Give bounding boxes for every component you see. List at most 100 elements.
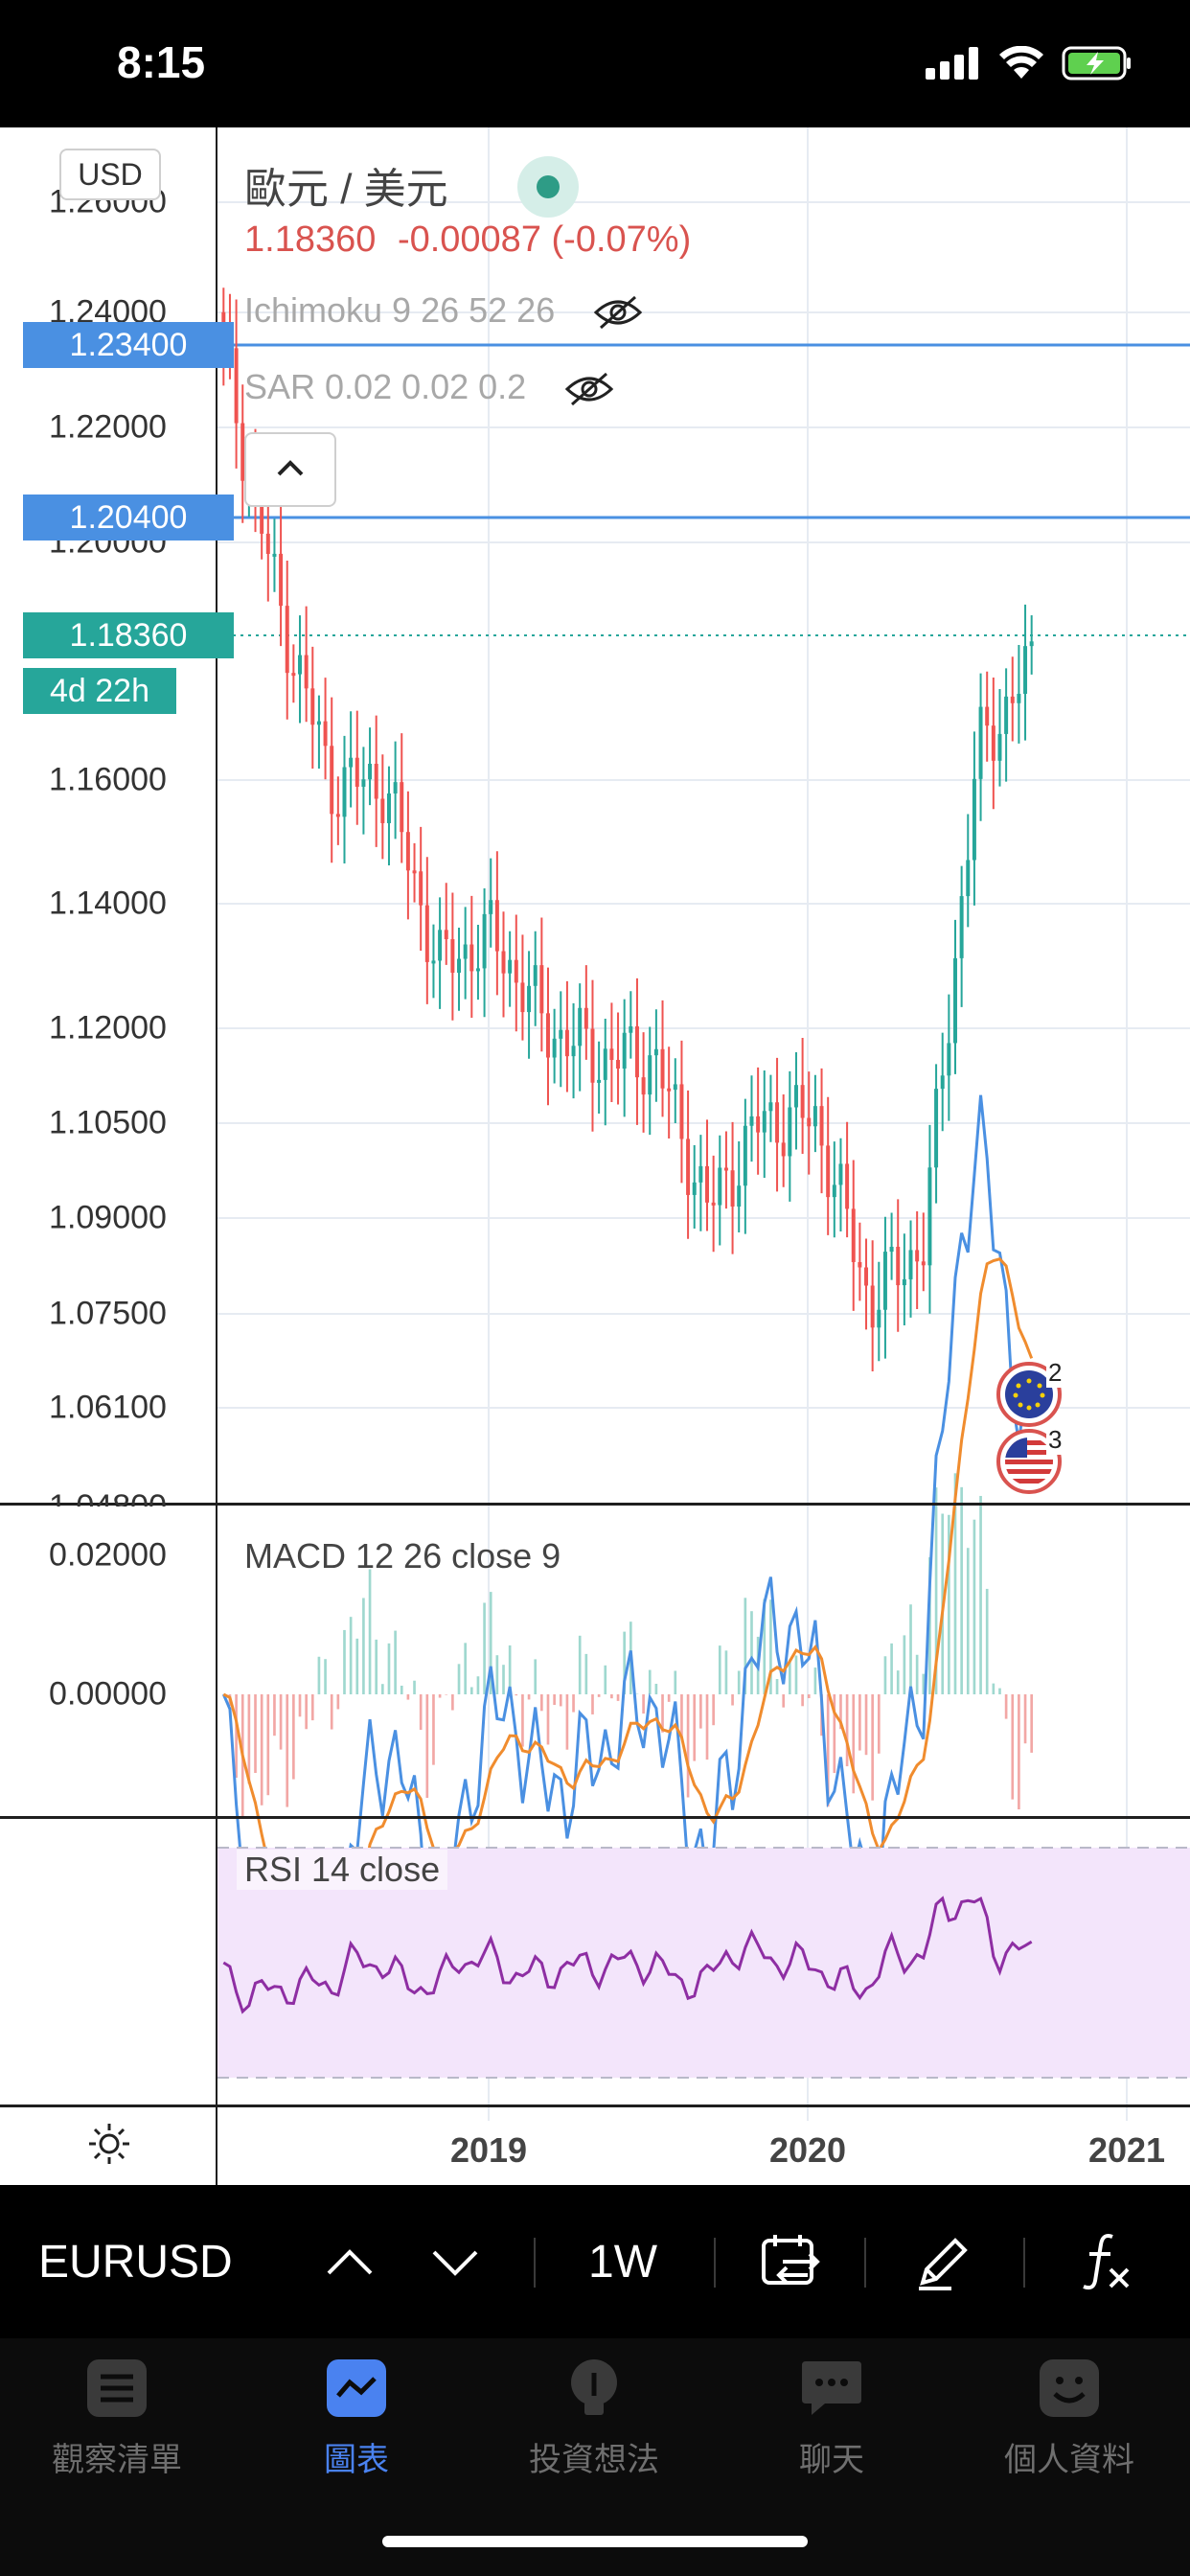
time-axis-label: 2019 bbox=[449, 2130, 528, 2170]
chart-area[interactable]: 1.26000 1.24000 1.22000 1.20000 1.16000 … bbox=[0, 127, 1190, 2185]
candle-body bbox=[845, 1163, 850, 1209]
candle-body bbox=[793, 1085, 798, 1108]
price-tag-lower[interactable]: 1.20400 bbox=[23, 494, 234, 540]
candle-body bbox=[527, 985, 532, 1013]
eye-off-icon[interactable] bbox=[593, 295, 643, 330]
macd-bar bbox=[998, 1688, 1001, 1694]
quote-change: -0.00087 bbox=[397, 219, 541, 260]
macd-bar bbox=[794, 1655, 798, 1694]
macd-bar bbox=[495, 1655, 499, 1694]
candle-body bbox=[896, 1247, 901, 1286]
macd-bar bbox=[661, 1694, 664, 1733]
candle-body bbox=[386, 793, 391, 823]
list-icon bbox=[87, 2359, 147, 2417]
macd-bar bbox=[769, 1599, 772, 1694]
status-bar: 8:15 bbox=[0, 0, 1190, 127]
candle-body bbox=[832, 1184, 836, 1198]
indicators-button[interactable] bbox=[1054, 2185, 1159, 2338]
battery-charging-icon bbox=[1062, 46, 1131, 80]
tab-ideas[interactable]: 投資想法 bbox=[498, 2358, 690, 2480]
tab-chart[interactable]: 圖表 bbox=[261, 2358, 452, 2480]
candle-body bbox=[788, 1107, 792, 1157]
macd-bar bbox=[744, 1598, 747, 1694]
macd-bar bbox=[731, 1694, 734, 1706]
candle-body bbox=[514, 959, 518, 983]
candle-body bbox=[718, 1167, 722, 1206]
candle-body bbox=[564, 1029, 569, 1057]
tab-profile[interactable]: 個人資料 bbox=[973, 2358, 1165, 2480]
symbol-title[interactable]: 歐元 / 美元 bbox=[244, 166, 448, 213]
macd-bar bbox=[604, 1665, 607, 1694]
event-badge-us[interactable]: 3 bbox=[996, 1425, 1064, 1494]
candle-body bbox=[316, 721, 321, 725]
macd-bar bbox=[273, 1694, 276, 1736]
candle-body bbox=[361, 779, 366, 787]
candle-body bbox=[756, 1116, 761, 1133]
eye-off-icon[interactable] bbox=[564, 372, 614, 406]
macd-bar bbox=[336, 1694, 340, 1710]
macd-bar bbox=[807, 1694, 811, 1699]
drawing-tools-button[interactable] bbox=[891, 2185, 996, 2338]
candle-body bbox=[412, 870, 417, 874]
macd-bar bbox=[432, 1694, 435, 1765]
candle-body bbox=[240, 423, 245, 481]
macd-bar bbox=[413, 1680, 416, 1694]
chart-toolbar: EURUSD 1W bbox=[0, 2185, 1190, 2338]
candle-body bbox=[940, 1075, 945, 1090]
eu-flag-icon bbox=[996, 1362, 1062, 1427]
candle-body bbox=[889, 1247, 894, 1253]
macd-bar bbox=[489, 1592, 492, 1694]
price-tag-upper[interactable]: 1.23400 bbox=[23, 322, 234, 368]
status-icons bbox=[926, 46, 1133, 80]
macd-bar bbox=[890, 1643, 893, 1694]
next-symbol-button[interactable] bbox=[422, 2185, 489, 2338]
lightbulb-icon bbox=[571, 2359, 617, 2415]
tab-watchlist[interactable]: 觀察清單 bbox=[21, 2358, 213, 2480]
macd-bar bbox=[705, 1694, 709, 1760]
candle-body bbox=[692, 1182, 697, 1195]
event-badge-eu[interactable]: 2 bbox=[996, 1358, 1064, 1427]
macd-bar bbox=[508, 1644, 512, 1694]
candle-body bbox=[457, 958, 462, 974]
macd-bar bbox=[375, 1639, 378, 1694]
collapse-legend-button[interactable] bbox=[244, 432, 336, 507]
chevron-up-icon bbox=[277, 460, 304, 476]
macd-bar bbox=[915, 1654, 919, 1694]
compare-dates-button[interactable] bbox=[738, 2185, 843, 2338]
status-time: 8:15 bbox=[117, 37, 206, 87]
event-count: 2 bbox=[1046, 1358, 1064, 1388]
cellular-signal-icon bbox=[926, 47, 978, 80]
price-tick: 1.12000 bbox=[49, 1009, 167, 1046]
indicator-name: SAR 0.02 0.02 0.2 bbox=[244, 367, 527, 406]
macd-bar bbox=[979, 1495, 982, 1694]
macd-bar bbox=[247, 1694, 251, 1784]
previous-symbol-button[interactable] bbox=[316, 2185, 383, 2338]
market-status-icon[interactable] bbox=[517, 156, 579, 218]
macd-bar bbox=[349, 1617, 353, 1694]
chart-settings-icon[interactable] bbox=[86, 2121, 132, 2167]
candle-body bbox=[368, 763, 373, 780]
tab-chat[interactable]: 聊天 bbox=[736, 2358, 927, 2480]
price-tick: 1.09000 bbox=[49, 1199, 167, 1236]
macd-bar bbox=[343, 1629, 346, 1694]
indicator-label-sar[interactable]: SAR 0.02 0.02 0.2 bbox=[244, 367, 614, 407]
macd-label[interactable]: MACD 12 26 close 9 bbox=[244, 1536, 561, 1576]
currency-button[interactable]: USD bbox=[59, 149, 161, 200]
macd-bar bbox=[476, 1676, 480, 1694]
macd-bar bbox=[642, 1694, 645, 1714]
indicator-label-ichimoku[interactable]: Ichimoku 9 26 52 26 bbox=[244, 290, 643, 331]
candle-body bbox=[463, 944, 468, 959]
candle-body bbox=[1010, 696, 1015, 703]
candle-body bbox=[800, 1085, 805, 1118]
macd-bar bbox=[852, 1694, 856, 1794]
symbol-selector[interactable]: EURUSD bbox=[38, 2185, 259, 2338]
interval-selector[interactable]: 1W bbox=[556, 2185, 690, 2338]
candle-body bbox=[501, 951, 506, 974]
candle-body bbox=[870, 1285, 875, 1328]
rsi-label[interactable]: RSI 14 close bbox=[237, 1850, 448, 1890]
price-tick: 1.16000 bbox=[49, 761, 167, 798]
macd-tick: 0.02000 bbox=[49, 1536, 167, 1574]
candle-body bbox=[838, 1163, 843, 1185]
macd-bar bbox=[260, 1694, 263, 1806]
candle-body bbox=[603, 1048, 607, 1080]
